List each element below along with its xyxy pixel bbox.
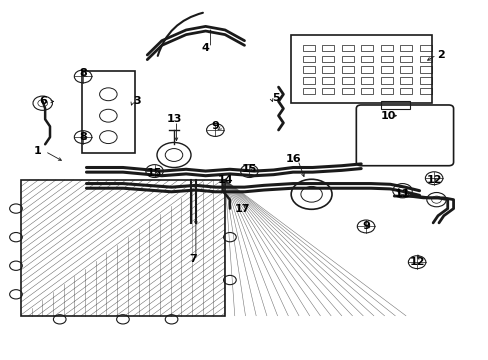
- Text: 14: 14: [217, 175, 232, 185]
- Bar: [341, 88, 353, 94]
- FancyBboxPatch shape: [356, 105, 453, 166]
- Bar: [399, 77, 411, 84]
- Text: 12: 12: [408, 257, 424, 267]
- Bar: [302, 77, 314, 84]
- Bar: [380, 102, 409, 109]
- Text: 2: 2: [437, 50, 445, 60]
- Bar: [302, 66, 314, 73]
- Bar: [419, 45, 431, 51]
- Bar: [341, 66, 353, 73]
- FancyBboxPatch shape: [81, 71, 135, 153]
- Text: 13: 13: [166, 114, 182, 124]
- Bar: [302, 88, 314, 94]
- Bar: [322, 56, 334, 62]
- Text: 7: 7: [189, 253, 197, 264]
- Text: 1: 1: [34, 147, 41, 157]
- Bar: [399, 56, 411, 62]
- Text: 11: 11: [394, 189, 409, 199]
- Bar: [419, 77, 431, 84]
- Bar: [380, 88, 392, 94]
- Bar: [302, 56, 314, 62]
- Bar: [380, 77, 392, 84]
- Bar: [322, 45, 334, 51]
- Text: 9: 9: [362, 221, 369, 231]
- Bar: [419, 66, 431, 73]
- Text: 3: 3: [133, 96, 141, 107]
- Bar: [341, 56, 353, 62]
- Text: 8: 8: [79, 132, 87, 142]
- Text: 12: 12: [426, 175, 441, 185]
- Bar: [322, 88, 334, 94]
- Bar: [361, 77, 372, 84]
- Bar: [302, 45, 314, 51]
- Bar: [361, 88, 372, 94]
- Bar: [419, 56, 431, 62]
- Bar: [322, 77, 334, 84]
- Bar: [361, 66, 372, 73]
- Text: 16: 16: [285, 154, 300, 163]
- Text: 8: 8: [79, 68, 87, 78]
- Text: 15: 15: [146, 168, 162, 178]
- Text: 9: 9: [211, 121, 219, 131]
- Text: 5: 5: [272, 93, 279, 103]
- Text: 10: 10: [380, 111, 395, 121]
- Text: 17: 17: [234, 203, 249, 213]
- Bar: [380, 66, 392, 73]
- Bar: [380, 45, 392, 51]
- Bar: [399, 88, 411, 94]
- Text: 6: 6: [39, 96, 46, 107]
- Bar: [361, 56, 372, 62]
- Bar: [419, 88, 431, 94]
- FancyBboxPatch shape: [290, 35, 431, 103]
- Bar: [399, 45, 411, 51]
- Text: 15: 15: [241, 164, 257, 174]
- Bar: [341, 45, 353, 51]
- Text: 4: 4: [201, 43, 209, 53]
- Bar: [399, 66, 411, 73]
- Bar: [380, 56, 392, 62]
- Bar: [322, 66, 334, 73]
- Bar: [361, 45, 372, 51]
- Bar: [341, 77, 353, 84]
